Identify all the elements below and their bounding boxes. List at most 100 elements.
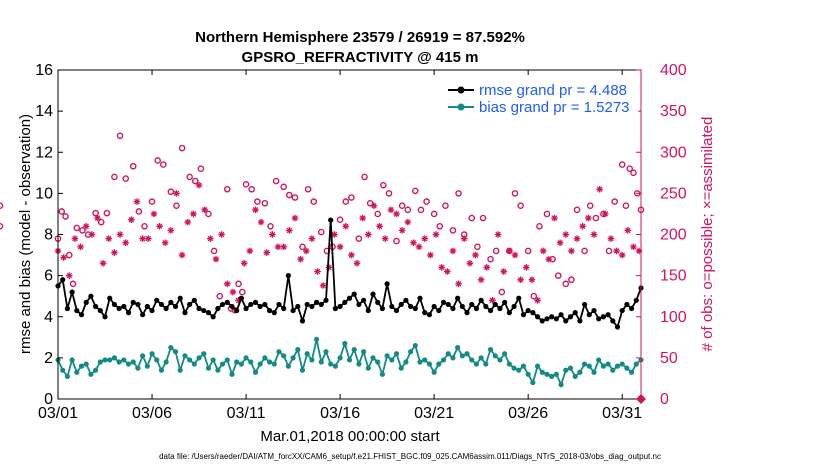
- data-layer: [0, 132, 646, 404]
- obs-assimilated-point: [579, 222, 586, 230]
- rmse-point: [168, 299, 174, 305]
- x-tick-label: 03/06: [132, 405, 172, 422]
- rmse-point: [102, 314, 108, 320]
- obs-assimilated-point: [517, 276, 524, 284]
- obs-possible-point: [398, 202, 406, 210]
- y-left-tick-label: 12: [35, 144, 53, 161]
- rmse-point: [492, 301, 498, 308]
- rmse-point: [375, 299, 381, 305]
- bias-point: [633, 361, 639, 367]
- bias-point: [177, 367, 183, 373]
- obs-assimilated-point: [556, 239, 564, 247]
- bias-point: [450, 355, 456, 361]
- obs-possible-point: [148, 198, 156, 205]
- rmse-point: [107, 295, 113, 301]
- obs-possible-point: [103, 209, 111, 217]
- legend-bias-marker: [457, 103, 465, 111]
- rmse-point: [600, 314, 606, 320]
- bias-point: [205, 365, 212, 371]
- bias-point: [600, 363, 606, 369]
- rmse-point: [534, 314, 541, 320]
- rmse-point: [567, 314, 574, 320]
- obs-possible-point: [423, 198, 430, 205]
- bias-point: [605, 361, 611, 367]
- bias-point: [356, 361, 362, 367]
- obs-assimilated-point: [212, 255, 220, 263]
- obs-possible-point: [517, 202, 524, 210]
- rmse-point: [398, 301, 404, 308]
- obs-possible-point: [530, 292, 538, 300]
- rmse-point: [252, 299, 259, 305]
- obs-possible-point: [97, 218, 105, 226]
- bias-point: [506, 361, 512, 367]
- obs-possible-point: [205, 210, 212, 218]
- obs-possible-point: [254, 198, 261, 205]
- obs-possible-point: [69, 280, 77, 288]
- obs-assimilated-point: [286, 227, 293, 234]
- rmse-point: [276, 301, 282, 308]
- obs-possible-point: [154, 157, 161, 164]
- bias-point: [318, 359, 324, 365]
- rmse-point: [384, 281, 390, 287]
- obs-possible-point: [626, 165, 634, 172]
- obs-assimilated-point: [116, 231, 124, 238]
- y-left-tick-label: 8: [44, 227, 53, 244]
- obs-assimilated-point: [128, 216, 135, 223]
- y-left-tick-label: 4: [44, 309, 53, 326]
- bias-point: [440, 357, 447, 363]
- obs-possible-point: [336, 216, 344, 223]
- rmse-point: [281, 305, 287, 312]
- rmse-point: [299, 318, 306, 324]
- bias-point: [121, 357, 127, 363]
- rmse-point: [346, 295, 353, 301]
- bias-point: [107, 357, 113, 363]
- bias-point: [332, 363, 338, 369]
- obs-assimilated-point: [370, 202, 378, 210]
- bias-point: [502, 351, 508, 357]
- y-right-tick-label: 300: [660, 144, 687, 161]
- obs-assimilated-point: [477, 276, 485, 284]
- rmse-point: [469, 301, 475, 308]
- bias-point: [412, 342, 418, 349]
- obs-assimilated-point: [274, 243, 282, 251]
- bias-point: [619, 361, 625, 367]
- x-tick-label: 03/11: [227, 405, 266, 422]
- bias-point: [431, 369, 437, 375]
- rmse-point: [332, 305, 338, 312]
- rmse-point: [248, 301, 254, 308]
- bias-point: [309, 357, 315, 363]
- bias-point: [219, 361, 226, 367]
- bias-point: [591, 369, 597, 375]
- obs-possible-point: [581, 247, 588, 255]
- obs-assimilated-point: [308, 235, 316, 242]
- rmse-point: [497, 305, 503, 312]
- rmse-point: [553, 316, 559, 322]
- bias-point: [215, 367, 221, 373]
- obs-assimilated-point: [472, 251, 479, 259]
- bias-point: [473, 361, 480, 367]
- bias-point: [313, 336, 320, 342]
- bias-point: [581, 361, 588, 367]
- obs-assimilated-point: [263, 249, 271, 256]
- obs-possible-point: [167, 188, 175, 196]
- obs-possible-point: [111, 173, 118, 181]
- rmse-point: [455, 295, 461, 301]
- rmse-point: [596, 316, 602, 322]
- y-right-tick-label: 350: [660, 103, 687, 120]
- obs-assimilated-point: [359, 214, 366, 222]
- rmse-point: [74, 307, 80, 314]
- obs-assimilated-point: [483, 264, 491, 271]
- bias-point: [539, 369, 545, 375]
- bias-point: [93, 367, 99, 373]
- x-tick-label: 03/31: [602, 405, 642, 422]
- bias-point: [516, 367, 522, 373]
- obs-assimilated-point: [596, 185, 603, 193]
- bias-point: [596, 357, 602, 363]
- rmse-point: [201, 307, 207, 314]
- rmse-point: [257, 303, 263, 310]
- bias-point: [365, 365, 371, 371]
- bias-point: [417, 359, 423, 365]
- bias-point: [295, 347, 301, 353]
- bias-point: [290, 355, 296, 361]
- bias-point: [483, 361, 489, 367]
